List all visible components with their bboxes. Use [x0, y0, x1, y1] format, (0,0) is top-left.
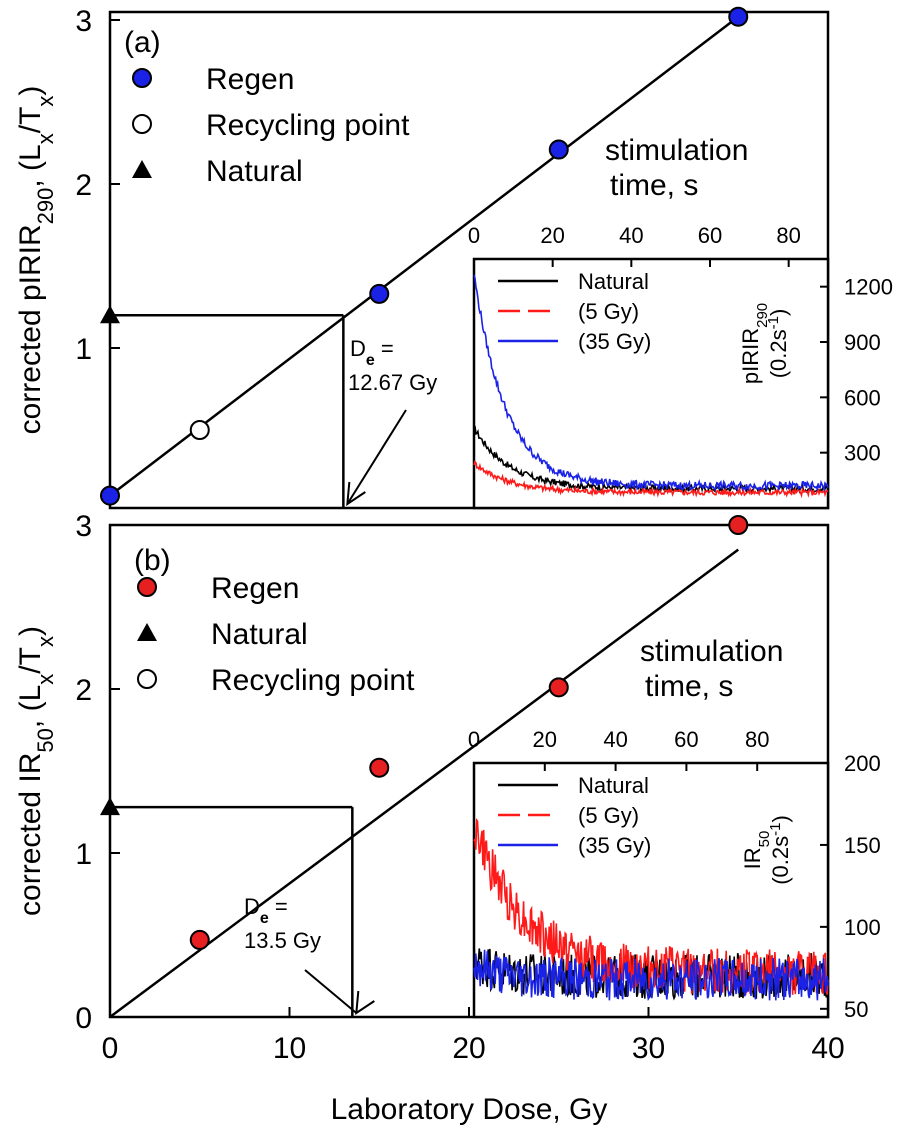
inset-x-tick-label: 0 — [468, 223, 480, 248]
de-value: 13.5 Gy — [244, 928, 321, 953]
x-axis-label: Laboratory Dose, Gy — [331, 1093, 608, 1126]
panel-a: 1 2 3 corrected pIRIR290, (Lx/Tx) (a) Regen Re… — [14, 5, 893, 510]
inset-y-axis-unit: (0.2s-1) — [765, 309, 792, 379]
fit-line — [109, 548, 739, 1019]
inset-curve — [473, 459, 829, 499]
inset-y-tick-label: 50 — [844, 997, 868, 1022]
y-tick-label: 1 — [75, 333, 92, 366]
inset-y-tick-label: 1200 — [844, 275, 893, 300]
natural-point — [100, 305, 120, 324]
inset-x-tick-label: 40 — [619, 223, 643, 248]
inset-y-tick-label: 200 — [844, 751, 881, 776]
regen-point — [728, 515, 749, 535]
inset-y-tick-label: 900 — [844, 330, 881, 355]
regen-point — [189, 929, 210, 950]
inset-x-axis-label: time, s — [610, 169, 698, 202]
inset-a: Natural (5 Gy) (35 Gy) 0 20 40 60 80 300 600 900 12… — [468, 134, 893, 510]
regen-point — [728, 6, 749, 27]
regen-point — [369, 283, 390, 304]
inset-legend-label: Natural — [578, 269, 649, 294]
inset-frame — [472, 257, 830, 510]
legend-circle-marker — [132, 68, 152, 88]
inset-x-tick-label: 60 — [674, 727, 698, 752]
x-tick-label: 40 — [811, 1032, 844, 1065]
y-axis-label: corrected pIRIR290, (Lx/Tx) — [14, 86, 58, 435]
y-axis-label: corrected IR50, (Lx/Tx) — [14, 626, 58, 916]
inset-curve — [473, 949, 829, 1001]
y-tick-label: 2 — [75, 169, 92, 202]
legend-label: Natural — [206, 155, 303, 188]
inset-y-axis-unit: (0.2s-1) — [767, 815, 794, 885]
x-tick-label: 0 — [102, 1032, 119, 1065]
legend-label: Natural — [211, 618, 308, 651]
fit-line — [109, 15, 740, 497]
de-arrow-head — [355, 990, 375, 1015]
regen-point — [100, 485, 120, 506]
de-arrow-head — [346, 481, 366, 506]
x-tick-label: 20 — [452, 1032, 485, 1065]
inset-x-axis-label: time, s — [645, 670, 733, 703]
inset-curve — [473, 818, 829, 996]
inset-b: Natural (5 Gy) (35 Gy) 0 20 40 60 80 50 100 150 200… — [468, 635, 881, 1022]
legend-label: Recycling point — [211, 664, 415, 697]
inset-y-tick-label: 100 — [844, 915, 881, 940]
x-tick-label: 30 — [632, 1032, 665, 1065]
inset-x-axis-label: stimulation — [605, 134, 748, 167]
natural-point — [100, 797, 120, 816]
inset-curve — [473, 424, 829, 496]
de-label: De = — [244, 894, 288, 927]
inset-y-tick-label: 600 — [844, 385, 881, 410]
y-tick-label: 3 — [75, 5, 92, 38]
legend-circle-marker — [137, 577, 157, 597]
regen-point — [369, 757, 390, 778]
inset-x-tick-label: 0 — [468, 727, 480, 752]
legend-label: Regen — [211, 572, 299, 605]
inset-y-axis-label: pIRIR290 — [738, 303, 771, 384]
legend-circle-marker — [137, 669, 157, 689]
regen-point — [548, 677, 569, 698]
de-label: De = — [350, 336, 394, 369]
y-tick-label: 1 — [75, 838, 92, 871]
recycling-point — [189, 420, 210, 440]
inset-x-tick-label: 80 — [776, 223, 800, 248]
panel-label: (b) — [134, 544, 171, 577]
inset-x-tick-label: 80 — [745, 727, 769, 752]
de-arrow-shaft — [346, 409, 407, 505]
inset-legend-label: (5 Gy) — [578, 299, 639, 324]
inset-y-axis-label: IR50 — [740, 831, 773, 870]
legend-triangle-marker — [137, 623, 157, 641]
inset-x-tick-label: 20 — [533, 727, 557, 752]
inset-legend-label: (35 Gy) — [578, 833, 651, 858]
legend-label: Recycling point — [206, 109, 410, 142]
y-tick-label: 0 — [75, 1002, 92, 1035]
y-tick-label: 3 — [75, 510, 92, 543]
x-tick-label: 10 — [273, 1032, 306, 1065]
legend-circle-marker — [132, 114, 152, 134]
panel-b: 0 1 2 3 corrected IR50, (Lx/Tx) (b) Regen Natur… — [14, 510, 881, 1035]
inset-x-tick-label: 20 — [540, 223, 564, 248]
inset-legend-label: Natural — [578, 773, 649, 798]
legend-triangle-marker — [132, 160, 152, 178]
de-value: 12.67 Gy — [348, 370, 437, 395]
inset-x-tick-label: 60 — [698, 223, 722, 248]
inset-x-axis-label: stimulation — [640, 635, 783, 668]
legend-label: Regen — [206, 63, 294, 96]
y-tick-label: 2 — [75, 674, 92, 707]
inset-legend-label: (5 Gy) — [578, 803, 639, 828]
inset-y-tick-label: 300 — [844, 441, 881, 466]
panel-label: (a) — [124, 26, 161, 59]
de-arrow-shaft — [304, 969, 357, 1014]
inset-x-tick-label: 40 — [603, 727, 627, 752]
regen-point — [548, 139, 569, 160]
inset-curve — [473, 274, 829, 493]
inset-y-tick-label: 150 — [844, 833, 881, 858]
inset-legend-label: (35 Gy) — [578, 329, 651, 354]
